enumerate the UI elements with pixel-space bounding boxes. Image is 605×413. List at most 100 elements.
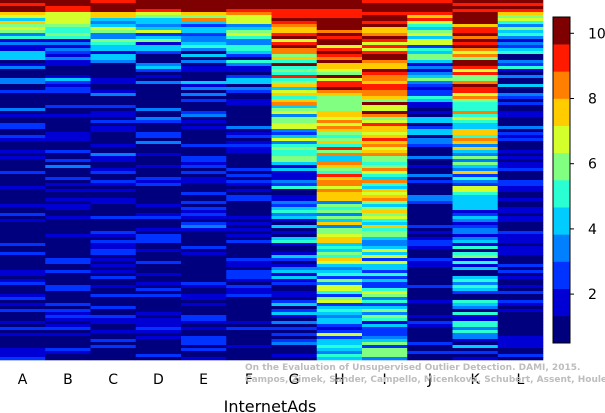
heatmap-cell	[316, 117, 363, 121]
heatmap-cell	[90, 144, 137, 148]
heatmap-cell	[316, 111, 363, 115]
heatmap-cell	[497, 195, 544, 199]
colorbar-segment	[553, 207, 570, 235]
heatmap-cell	[271, 342, 318, 346]
heatmap-cell	[407, 138, 453, 142]
heatmap-cell	[316, 21, 363, 25]
heatmap-cell	[181, 57, 227, 61]
heatmap-cell	[407, 186, 453, 190]
heatmap-cell	[497, 330, 544, 334]
heatmap-cell	[497, 252, 544, 256]
heatmap-cell	[362, 48, 408, 52]
heatmap-cell	[362, 270, 408, 274]
heatmap-cell	[135, 297, 182, 301]
heatmap-cell	[271, 339, 318, 343]
heatmap-cell	[407, 240, 453, 244]
heatmap-cell	[135, 18, 182, 22]
heatmap-cell	[362, 225, 408, 229]
heatmap-cell	[271, 24, 318, 28]
heatmap-cell	[181, 336, 227, 340]
heatmap-cell	[362, 33, 408, 37]
heatmap-cell	[181, 99, 227, 103]
heatmap-cell	[90, 354, 137, 358]
heatmap-cell	[271, 357, 318, 361]
heatmap-cell	[90, 285, 137, 289]
heatmap-cell	[497, 135, 544, 139]
heatmap-cell	[135, 138, 182, 142]
heatmap-cell	[271, 213, 318, 217]
heatmap-cell	[226, 198, 272, 202]
heatmap-cell	[135, 342, 182, 346]
heatmap-cell	[407, 330, 453, 334]
heatmap-cell	[316, 249, 363, 253]
heatmap-cell	[452, 81, 499, 85]
heatmap-cell	[316, 309, 363, 313]
heatmap-cell	[316, 156, 363, 160]
heatmap-cell	[226, 78, 272, 82]
heatmap-cell	[90, 303, 137, 307]
heatmap-cell	[181, 81, 227, 85]
heatmap-cell	[271, 189, 318, 193]
heatmap-cell	[407, 141, 453, 145]
heatmap-cell	[0, 36, 46, 40]
heatmap-cell	[362, 348, 408, 352]
heatmap-cell	[271, 285, 318, 289]
heatmap-cell	[90, 228, 137, 232]
heatmap-cell	[316, 183, 363, 187]
heatmap-cell	[316, 15, 363, 19]
heatmap-cell	[362, 132, 408, 136]
heatmap-cell	[497, 153, 544, 157]
heatmap-cell	[362, 219, 408, 223]
heatmap-cell	[316, 186, 363, 190]
heatmap-cell	[452, 3, 499, 7]
heatmap-cell	[90, 15, 137, 19]
heatmap-cell	[90, 114, 137, 118]
heatmap-cell	[135, 345, 182, 349]
heatmap-cell	[0, 297, 46, 301]
heatmap-cell	[497, 243, 544, 247]
heatmap-cell	[226, 27, 272, 31]
heatmap-cell	[226, 69, 272, 73]
heatmap-cell	[181, 66, 227, 70]
heatmap-cell	[135, 249, 182, 253]
heatmap-cell	[0, 102, 46, 106]
heatmap-cell	[135, 120, 182, 124]
heatmap-cell	[45, 303, 91, 307]
heatmap-cell	[452, 60, 499, 64]
heatmap-cell	[497, 225, 544, 229]
heatmap-cell	[0, 222, 46, 226]
heatmap-cell	[497, 36, 544, 40]
heatmap-cell	[226, 153, 272, 157]
heatmap-cell	[407, 6, 453, 10]
heatmap-cell	[407, 162, 453, 166]
heatmap-cell	[407, 42, 453, 46]
heatmap-cell	[497, 285, 544, 289]
heatmap-cell	[316, 87, 363, 91]
heatmap-cell	[135, 105, 182, 109]
heatmap-cell	[135, 102, 182, 106]
heatmap-cell	[497, 75, 544, 79]
heatmap-cell	[271, 81, 318, 85]
heatmap-cell	[452, 321, 499, 325]
heatmap-cell	[45, 342, 91, 346]
heatmap-cell	[362, 12, 408, 16]
heatmap-cell	[226, 144, 272, 148]
heatmap-cell	[135, 294, 182, 298]
heatmap-cell	[271, 207, 318, 211]
heatmap-cell	[497, 120, 544, 124]
heatmap-cell	[497, 234, 544, 238]
heatmap-cell	[316, 201, 363, 205]
heatmap-cell	[0, 18, 46, 22]
heatmap-cell	[135, 270, 182, 274]
heatmap-cell	[135, 210, 182, 214]
heatmap-cell	[316, 3, 363, 7]
heatmap-cell	[271, 123, 318, 127]
heatmap-cell	[135, 354, 182, 358]
heatmap-cell	[362, 24, 408, 28]
heatmap-cell	[181, 51, 227, 55]
heatmap-cell	[362, 285, 408, 289]
heatmap-cell	[181, 234, 227, 238]
heatmap-cell	[135, 132, 182, 136]
heatmap-cell	[316, 33, 363, 37]
heatmap-cell	[452, 282, 499, 286]
